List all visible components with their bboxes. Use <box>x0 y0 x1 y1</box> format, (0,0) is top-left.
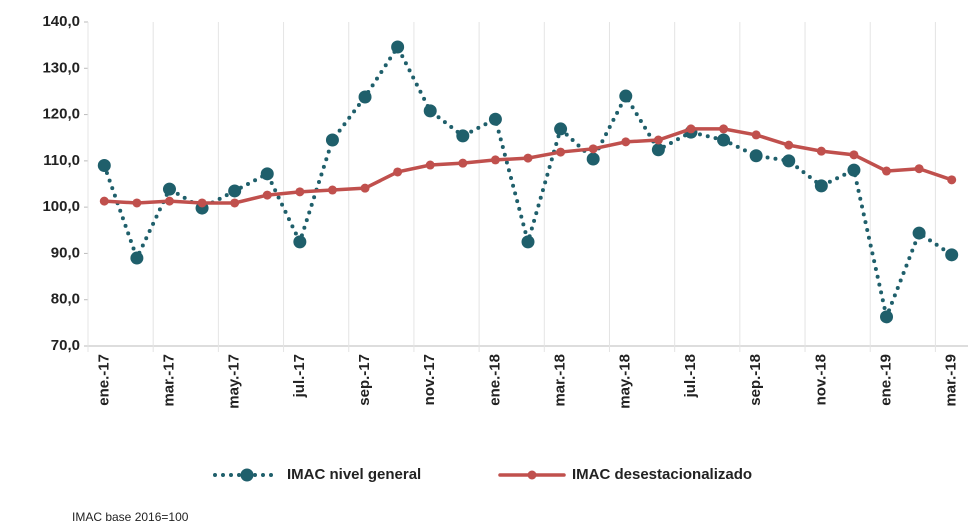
data-point <box>719 124 729 134</box>
data-point <box>99 196 109 206</box>
data-point <box>523 153 533 163</box>
data-point <box>849 150 859 160</box>
x-tick-label: ene.-18 <box>486 354 503 406</box>
x-tick-label: ene.-19 <box>877 354 894 406</box>
data-point <box>784 140 794 150</box>
data-point <box>588 144 598 154</box>
legend-label: IMAC nivel general <box>287 466 421 483</box>
data-point <box>653 135 663 145</box>
data-point <box>295 187 305 197</box>
y-tick-label: 120,0 <box>42 106 80 123</box>
data-point <box>325 133 339 147</box>
data-point <box>260 167 274 181</box>
y-tick-label: 100,0 <box>42 198 80 215</box>
x-tick-label: sep.-18 <box>747 354 764 406</box>
y-tick-label: 110,0 <box>43 152 80 169</box>
data-point <box>847 163 861 177</box>
data-point <box>816 146 826 156</box>
x-tick-label: mar.-17 <box>160 354 177 407</box>
data-point <box>228 184 242 198</box>
data-point <box>586 152 600 166</box>
data-point <box>132 198 142 208</box>
data-point <box>554 122 568 136</box>
data-point <box>262 190 272 200</box>
data-point <box>162 182 176 196</box>
data-point <box>164 196 174 206</box>
data-point <box>458 158 468 168</box>
legend-marker <box>527 470 537 480</box>
data-point <box>488 112 502 126</box>
data-point <box>293 235 307 249</box>
data-point <box>230 198 240 208</box>
data-point <box>360 183 370 193</box>
x-tick-label: may.-18 <box>617 354 634 409</box>
data-point <box>425 160 435 170</box>
y-tick-label: 130,0 <box>42 59 80 76</box>
data-point <box>556 147 566 157</box>
y-tick-label: 70,0 <box>51 337 80 354</box>
data-point <box>686 124 696 134</box>
x-tick-label: jul.-17 <box>291 354 308 398</box>
x-tick-label: jul.-18 <box>682 354 699 398</box>
data-point <box>914 164 924 174</box>
data-point <box>391 40 405 54</box>
y-tick-label: 140,0 <box>42 13 80 30</box>
series-line <box>102 43 954 324</box>
data-point <box>651 143 665 157</box>
x-tick-label: sep.-17 <box>356 354 373 406</box>
data-point <box>97 158 111 172</box>
data-point <box>912 226 926 240</box>
y-tick-label: 80,0 <box>51 291 80 308</box>
x-tick-label: mar.-18 <box>552 354 569 407</box>
data-point <box>880 310 894 324</box>
data-point <box>621 137 631 147</box>
data-point <box>130 251 144 265</box>
data-point <box>619 89 633 103</box>
data-point <box>490 155 500 165</box>
x-tick-label: nov.-18 <box>812 354 829 405</box>
footnote: IMAC base 2016=100 <box>72 510 189 524</box>
data-point <box>393 167 403 177</box>
data-point <box>947 175 957 185</box>
data-point <box>882 166 892 176</box>
legend-label: IMAC desestacionalizado <box>572 466 752 483</box>
x-tick-label: ene.-17 <box>95 354 112 406</box>
y-tick-label: 90,0 <box>51 244 80 261</box>
data-point <box>197 198 207 208</box>
x-tick-label: may.-17 <box>226 354 243 409</box>
data-point <box>456 129 470 143</box>
data-point <box>749 149 763 163</box>
data-point <box>423 104 437 118</box>
data-point <box>521 235 535 249</box>
data-point <box>814 179 828 193</box>
data-point <box>358 90 372 104</box>
data-point <box>945 248 959 262</box>
data-point <box>327 185 337 195</box>
x-tick-label: nov.-17 <box>421 354 438 405</box>
x-tick-label: mar.-19 <box>943 354 960 407</box>
data-point <box>717 133 731 147</box>
data-point <box>751 130 761 140</box>
data-point <box>782 154 796 168</box>
legend-marker <box>240 468 254 482</box>
